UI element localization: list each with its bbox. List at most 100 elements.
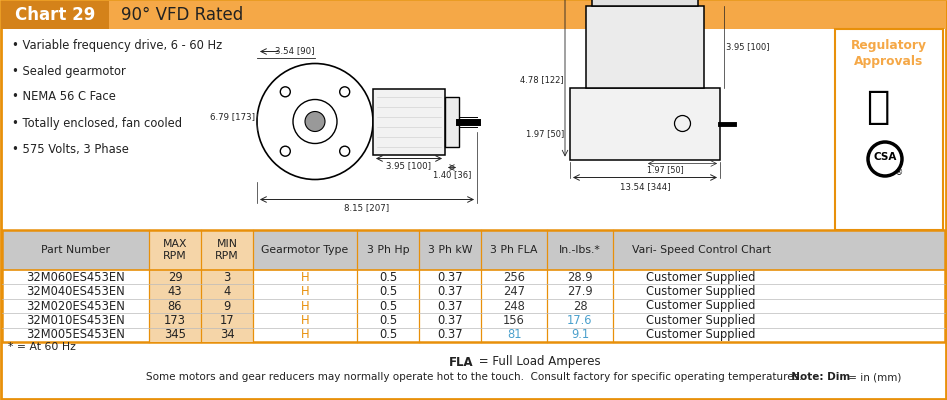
Text: 17.6: 17.6 xyxy=(567,314,593,327)
Text: = in (mm): = in (mm) xyxy=(845,372,902,382)
Bar xyxy=(445,96,459,146)
Text: 3.95 [100]: 3.95 [100] xyxy=(726,42,770,51)
Bar xyxy=(201,270,253,284)
Text: Gearmotor Type: Gearmotor Type xyxy=(261,245,348,255)
Text: 32M010ES453EN: 32M010ES453EN xyxy=(27,314,125,327)
Bar xyxy=(201,313,253,328)
Text: MAX
RPM: MAX RPM xyxy=(163,239,188,261)
Text: H: H xyxy=(301,300,310,312)
Text: = Full Load Amperes: = Full Load Amperes xyxy=(475,356,600,368)
Text: 0.37: 0.37 xyxy=(438,285,463,298)
Text: 248: 248 xyxy=(503,300,525,312)
Text: In.-lbs.*: In.-lbs.* xyxy=(559,245,601,255)
Text: 247: 247 xyxy=(503,285,525,298)
Circle shape xyxy=(305,112,325,132)
Text: 28: 28 xyxy=(573,300,587,312)
Text: Regulatory
Approvals: Regulatory Approvals xyxy=(851,39,927,68)
Text: H: H xyxy=(301,285,310,298)
Bar xyxy=(1,1,946,29)
Text: 173: 173 xyxy=(164,314,186,327)
Text: 3: 3 xyxy=(223,271,231,284)
Text: 0.5: 0.5 xyxy=(379,300,397,312)
Text: 0.5: 0.5 xyxy=(379,328,397,341)
Text: 0.37: 0.37 xyxy=(438,271,463,284)
Text: 3 Ph kW: 3 Ph kW xyxy=(428,245,473,255)
Text: 0.5: 0.5 xyxy=(379,285,397,298)
Text: 0.5: 0.5 xyxy=(379,314,397,327)
Text: CSA: CSA xyxy=(873,152,897,162)
Text: Chart 29: Chart 29 xyxy=(15,6,96,24)
Bar xyxy=(201,284,253,299)
Bar xyxy=(570,88,720,160)
Text: 345: 345 xyxy=(164,328,186,341)
Text: 4.78 [122]: 4.78 [122] xyxy=(520,75,564,84)
Text: 13.54 [344]: 13.54 [344] xyxy=(619,182,670,192)
Text: 29: 29 xyxy=(168,271,183,284)
Text: 3 Ph FLA: 3 Ph FLA xyxy=(491,245,538,255)
Text: Customer Supplied: Customer Supplied xyxy=(646,271,756,284)
Bar xyxy=(149,299,201,313)
Text: MIN
RPM: MIN RPM xyxy=(215,239,239,261)
Text: Customer Supplied: Customer Supplied xyxy=(646,314,756,327)
Bar xyxy=(149,313,201,328)
Text: 0.37: 0.37 xyxy=(438,300,463,312)
Text: • NEMA 56 C Face: • NEMA 56 C Face xyxy=(12,90,116,104)
Bar xyxy=(1,1,109,29)
Text: • 575 Volts, 3 Phase: • 575 Volts, 3 Phase xyxy=(12,142,129,156)
Text: Vari- Speed Control Chart: Vari- Speed Control Chart xyxy=(632,245,771,255)
Text: • Variable frequency drive, 6 - 60 Hz: • Variable frequency drive, 6 - 60 Hz xyxy=(12,38,223,52)
Text: 17: 17 xyxy=(220,314,234,327)
Text: Some motors and gear reducers may normally operate hot to the touch.  Consult fa: Some motors and gear reducers may normal… xyxy=(146,372,802,382)
Text: 34: 34 xyxy=(220,328,234,341)
Text: 43: 43 xyxy=(168,285,183,298)
Text: 0.37: 0.37 xyxy=(438,328,463,341)
Text: 32M020ES453EN: 32M020ES453EN xyxy=(27,300,125,312)
Bar xyxy=(835,29,943,230)
Text: 86: 86 xyxy=(168,300,182,312)
Text: 3.54 [90]: 3.54 [90] xyxy=(276,46,314,56)
Text: Customer Supplied: Customer Supplied xyxy=(646,328,756,341)
Text: Customer Supplied: Customer Supplied xyxy=(646,285,756,298)
Text: 3 Ph Hp: 3 Ph Hp xyxy=(366,245,409,255)
Text: 1.97 [50]: 1.97 [50] xyxy=(526,129,564,138)
Text: 156: 156 xyxy=(503,314,525,327)
Text: 9: 9 xyxy=(223,300,231,312)
Text: 256: 256 xyxy=(503,271,525,284)
Text: 6.79 [173]: 6.79 [173] xyxy=(210,112,255,121)
Text: H: H xyxy=(301,328,310,341)
Bar xyxy=(373,88,445,154)
Bar xyxy=(201,299,253,313)
Text: * = At 60 Hz: * = At 60 Hz xyxy=(8,342,76,352)
Text: 28.9: 28.9 xyxy=(567,271,593,284)
Text: Part Number: Part Number xyxy=(41,245,110,255)
Text: 0.5: 0.5 xyxy=(379,271,397,284)
Bar xyxy=(201,328,253,342)
Text: 3.95 [100]: 3.95 [100] xyxy=(386,162,432,170)
Text: • Sealed gearmotor: • Sealed gearmotor xyxy=(12,64,126,78)
Text: 0.37: 0.37 xyxy=(438,314,463,327)
Text: Ⓤ: Ⓤ xyxy=(867,88,889,126)
Text: 32M060ES453EN: 32M060ES453EN xyxy=(27,271,125,284)
Text: 4: 4 xyxy=(223,285,231,298)
Text: 90° VFD Rated: 90° VFD Rated xyxy=(121,6,243,24)
Bar xyxy=(2,230,945,270)
Text: ®: ® xyxy=(895,168,903,178)
Bar xyxy=(149,270,201,284)
Text: 32M040ES453EN: 32M040ES453EN xyxy=(27,285,125,298)
Bar xyxy=(586,6,704,88)
Text: • Totally enclosed, fan cooled: • Totally enclosed, fan cooled xyxy=(12,116,182,130)
Bar xyxy=(2,230,945,342)
Text: 9.1: 9.1 xyxy=(571,328,589,341)
Text: 32M005ES453EN: 32M005ES453EN xyxy=(27,328,125,341)
Text: 1.40 [36]: 1.40 [36] xyxy=(433,170,472,180)
Bar xyxy=(592,0,698,6)
Bar xyxy=(149,230,201,270)
Text: 1.97 [50]: 1.97 [50] xyxy=(647,166,684,174)
Bar xyxy=(149,328,201,342)
Text: Customer Supplied: Customer Supplied xyxy=(646,300,756,312)
Text: H: H xyxy=(301,314,310,327)
Text: 8.15 [207]: 8.15 [207] xyxy=(345,204,389,212)
Text: H: H xyxy=(301,271,310,284)
Text: 27.9: 27.9 xyxy=(567,285,593,298)
Text: FLA: FLA xyxy=(450,356,474,368)
